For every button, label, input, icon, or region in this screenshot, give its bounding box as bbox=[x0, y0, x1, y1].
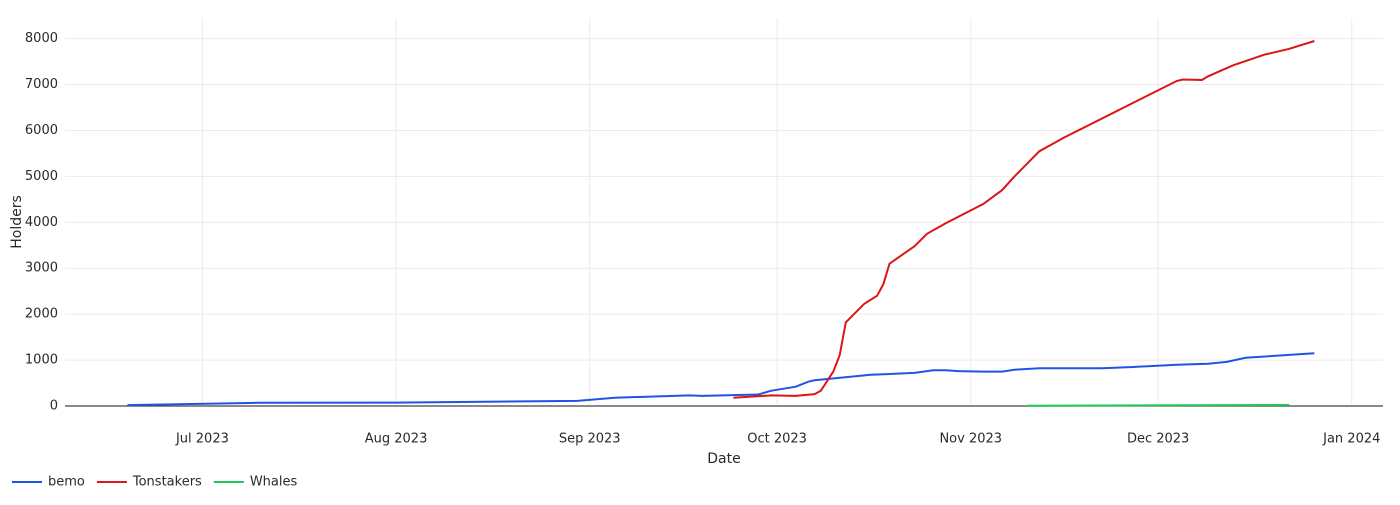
x-tick-label: Oct 2023 bbox=[747, 432, 807, 447]
y-tick-label: 1000 bbox=[25, 353, 58, 368]
x-tick-label: Jan 2024 bbox=[1322, 432, 1380, 447]
x-tick-label: Nov 2023 bbox=[939, 432, 1002, 447]
y-tick-label: 8000 bbox=[25, 31, 58, 46]
series-line bbox=[733, 40, 1315, 399]
legend-label: Tonstakers bbox=[132, 475, 202, 490]
y-tick-label: 2000 bbox=[25, 307, 58, 322]
y-tick-label: 5000 bbox=[25, 169, 58, 184]
legend-label: bemo bbox=[48, 475, 85, 490]
y-tick-label: 7000 bbox=[25, 77, 58, 92]
x-tick-label: Jul 2023 bbox=[175, 432, 229, 447]
x-tick-label: Aug 2023 bbox=[365, 432, 428, 447]
x-tick-label: Dec 2023 bbox=[1127, 432, 1189, 447]
series-line bbox=[127, 352, 1315, 407]
y-tick-label: 6000 bbox=[25, 123, 58, 138]
y-tick-label: 0 bbox=[50, 399, 58, 414]
y-tick-label: 3000 bbox=[25, 261, 58, 276]
legend-label: Whales bbox=[250, 475, 298, 490]
x-tick-label: Sep 2023 bbox=[559, 432, 621, 447]
y-axis-title: Holders bbox=[9, 195, 25, 249]
x-axis-title: Date bbox=[707, 451, 740, 467]
y-tick-label: 4000 bbox=[25, 215, 58, 230]
series-line bbox=[1026, 403, 1290, 407]
